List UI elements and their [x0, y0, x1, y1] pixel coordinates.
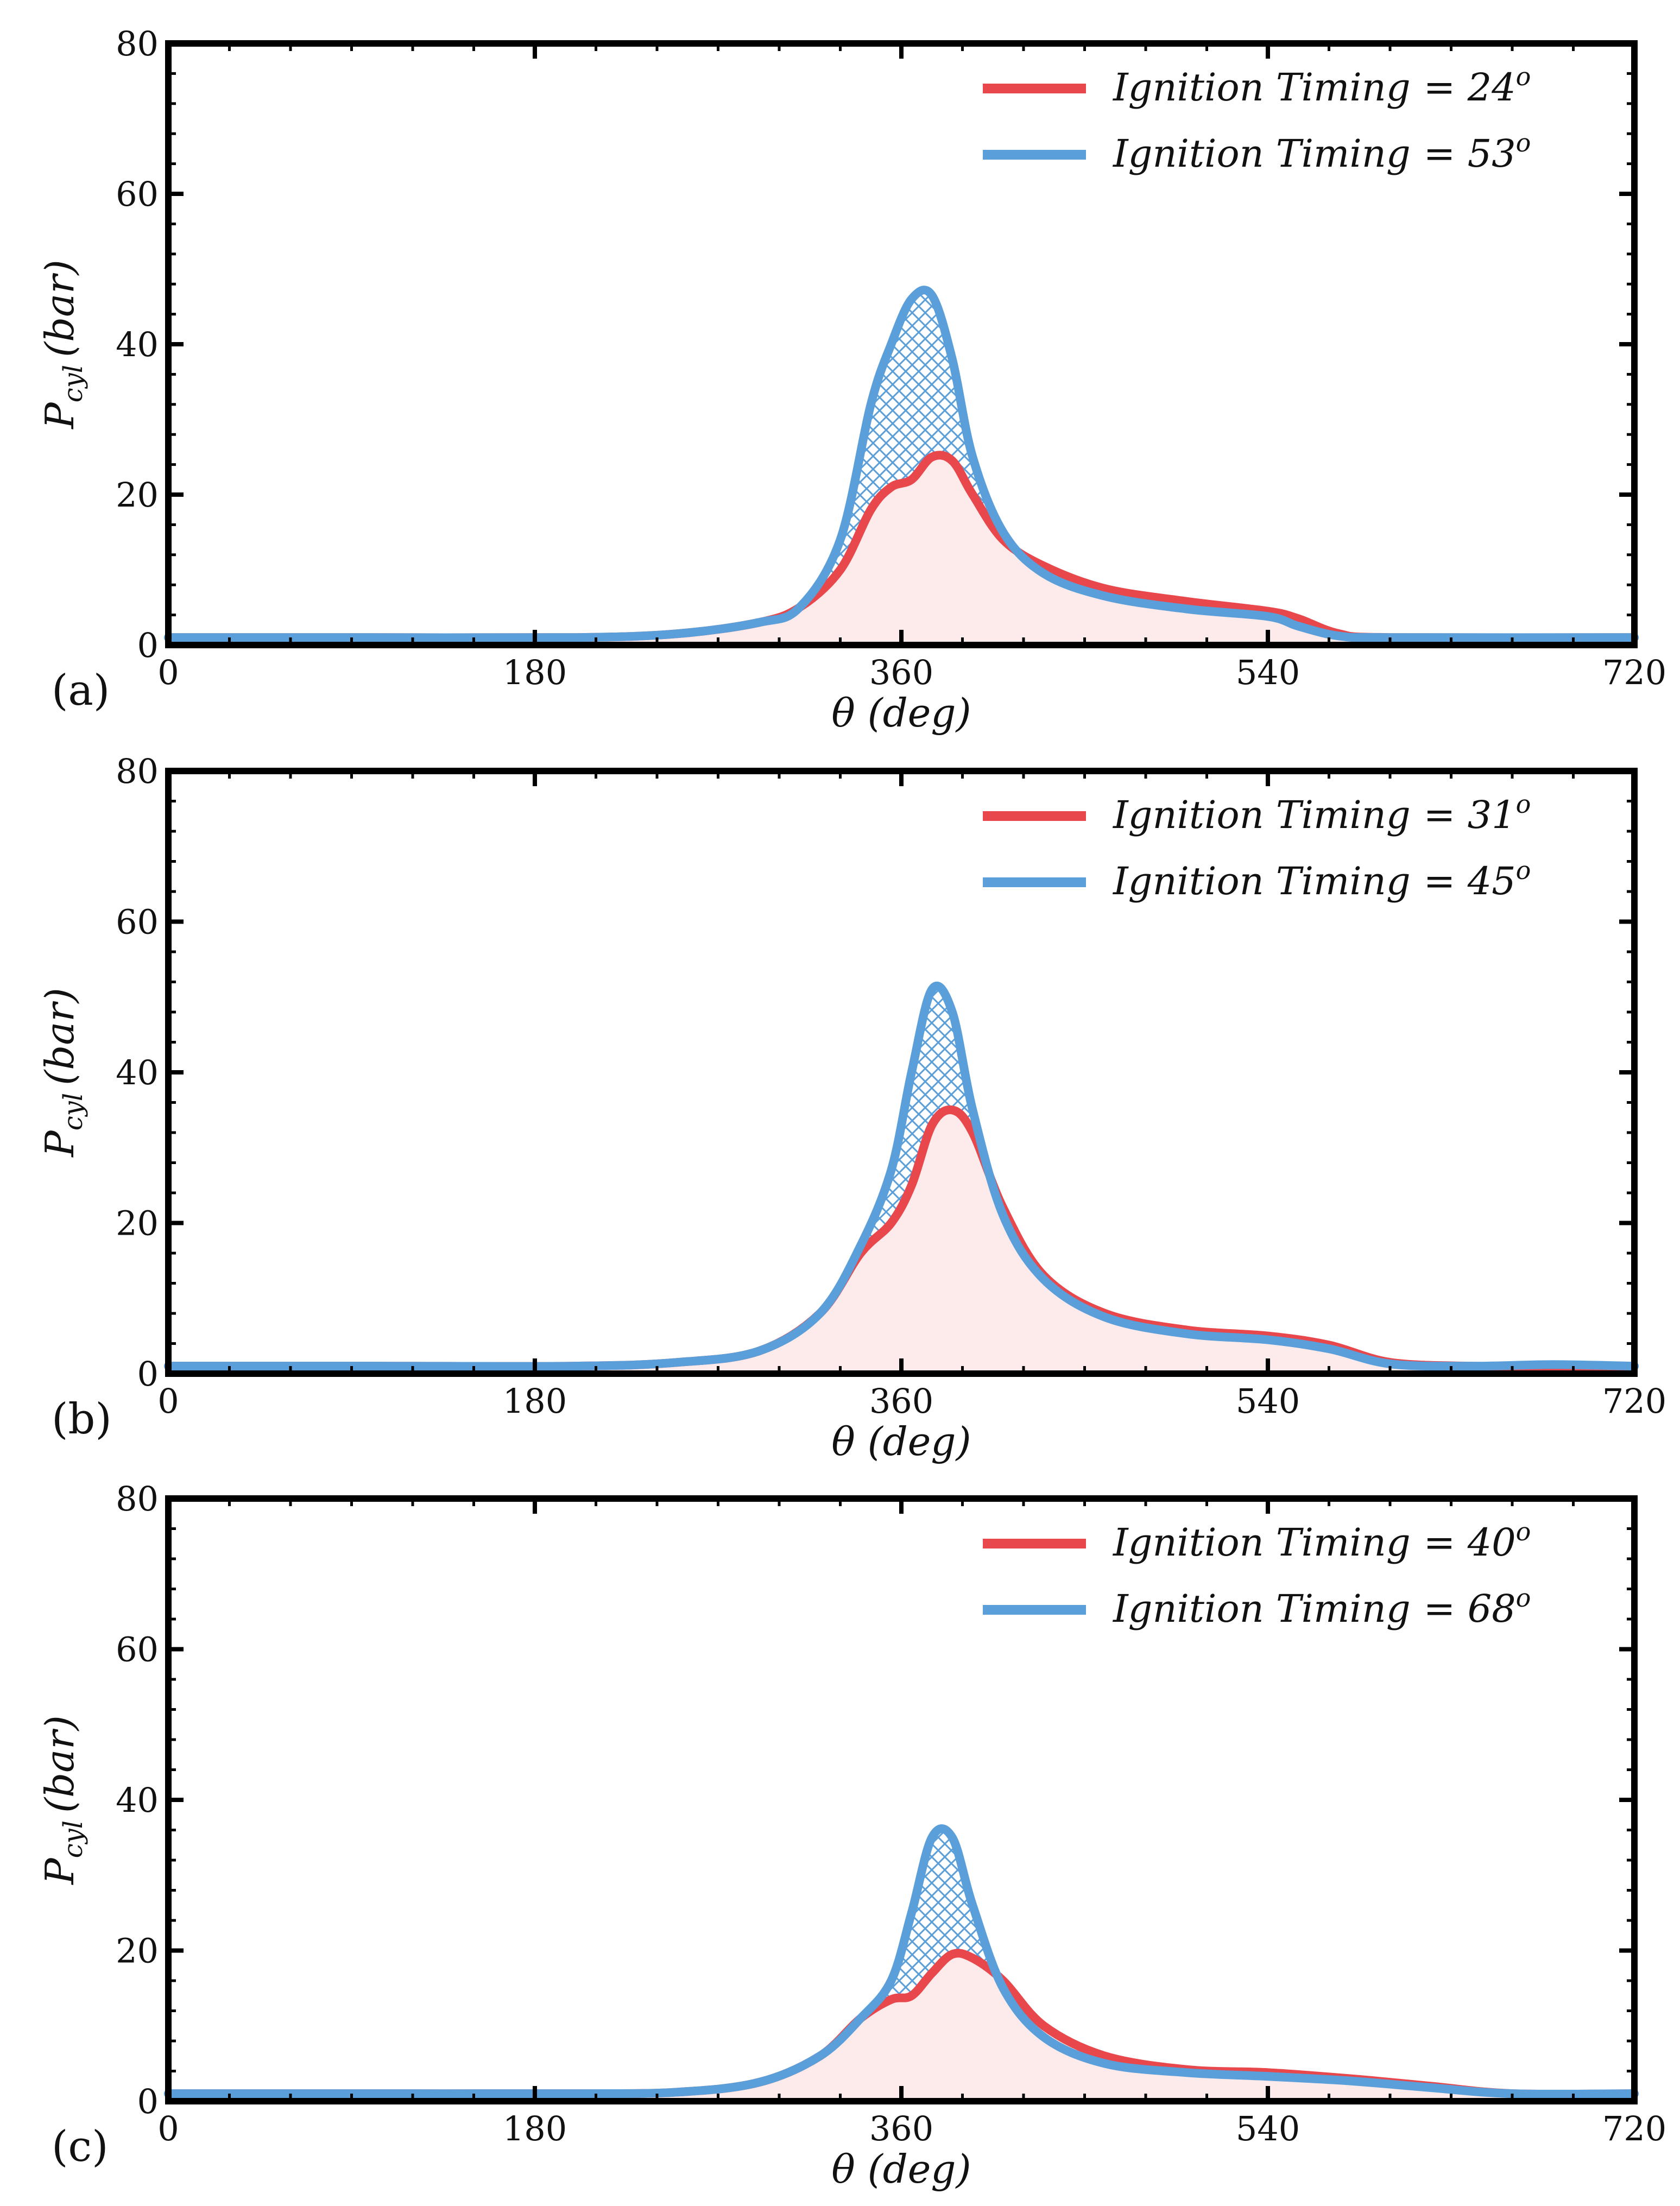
y-tick-label: 0	[137, 1354, 159, 1394]
x-tick-label: 180	[503, 2109, 567, 2148]
chart-panel-a: 0 180 360 540 720 0 20 40 60 80 θ (deg) Pcyl (bar) (a…	[37, 24, 1666, 736]
legend-label-text: Ignition Timing	[1112, 1520, 1411, 1565]
panel-label: (b)	[52, 1395, 112, 1444]
series-line-blue	[164, 286, 1639, 642]
x-tick-label: 720	[1602, 653, 1666, 692]
y-tick-label: 40	[116, 1780, 159, 1820]
y-tick-label: 80	[116, 1479, 159, 1519]
x-tick-label: 180	[503, 653, 567, 692]
legend-label-degree: o	[1516, 1517, 1531, 1546]
chart-panel-b: 0 180 360 540 720 0 20 40 60 80 θ (deg) Pcyl (bar) (b…	[37, 751, 1666, 1464]
legend-label-value: = 31	[1424, 793, 1516, 837]
legend-label-degree: o	[1516, 128, 1531, 157]
y-tick-label: 20	[116, 1931, 159, 1971]
legend-label-value: = 40	[1424, 1520, 1516, 1565]
series-line-blue	[164, 982, 1639, 1371]
y-tick-label: 60	[116, 1630, 159, 1670]
y-axis-symbol: P	[37, 1130, 83, 1158]
legend-label-degree: o	[1516, 789, 1531, 819]
y-axis-title: Pcyl (bar)	[37, 260, 89, 429]
legend-label-value: = 68	[1424, 1586, 1516, 1631]
legend-label: Ignition Timing = 45o	[1112, 856, 1531, 903]
x-tick-label: 720	[1602, 1381, 1666, 1421]
legend-label: Ignition Timing = 24o	[1112, 62, 1531, 110]
y-tick-label: 80	[116, 24, 159, 64]
x-tick-label: 540	[1236, 2109, 1300, 2148]
legend-label-text: Ignition Timing	[1112, 131, 1411, 176]
legend-item: Ignition Timing = 53o	[983, 128, 1531, 176]
x-axis-title: θ (deg)	[831, 1419, 971, 1464]
y-axis-subscript: cyl	[58, 365, 89, 402]
y-tick-label: 20	[116, 1204, 159, 1243]
x-axis-title: θ (deg)	[831, 690, 971, 736]
legend-item: Ignition Timing = 45o	[983, 856, 1531, 903]
x-tick-label: 540	[1236, 653, 1300, 692]
legend-item: Ignition Timing = 24o	[983, 62, 1531, 110]
series-area-40	[168, 1953, 1634, 2101]
panel-label: (c)	[52, 2122, 109, 2171]
y-tick-label: 80	[116, 751, 159, 791]
legend-label-degree: o	[1516, 62, 1531, 91]
x-tick-label: 360	[869, 1381, 933, 1421]
y-tick-label: 0	[137, 2082, 159, 2121]
y-axis-subscript: cyl	[58, 1821, 89, 1858]
y-tick-label: 40	[116, 325, 159, 364]
legend-item: Ignition Timing = 40o	[983, 1517, 1531, 1565]
legend-label-value: = 45	[1424, 859, 1516, 903]
legend-label-text: Ignition Timing	[1112, 65, 1411, 110]
y-tick-label: 60	[116, 174, 159, 214]
y-axis-unit: (bar)	[37, 1715, 83, 1813]
y-axis-symbol: P	[37, 1857, 83, 1886]
x-tick-label: 0	[157, 2109, 179, 2148]
x-tick-label: 540	[1236, 1381, 1300, 1421]
x-tick-label: 0	[157, 1381, 179, 1421]
panel-label: (a)	[52, 666, 110, 715]
y-axis-unit: (bar)	[37, 260, 83, 357]
y-axis-subscript: cyl	[58, 1093, 89, 1130]
y-tick-label: 40	[116, 1053, 159, 1092]
x-tick-label: 0	[157, 653, 179, 692]
legend-label-text: Ignition Timing	[1112, 859, 1411, 903]
y-tick-label: 20	[116, 475, 159, 515]
legend-label-value: = 53	[1424, 131, 1516, 176]
legend-item: Ignition Timing = 31o	[983, 789, 1531, 837]
legend-label-text: Ignition Timing	[1112, 1586, 1411, 1631]
y-tick-label: 0	[137, 625, 159, 665]
chart-panel-c: 0 180 360 540 720 0 20 40 60 80 θ (deg) Pcyl (bar) (c…	[37, 1479, 1666, 2192]
y-axis-unit: (bar)	[37, 988, 83, 1085]
x-tick-label: 720	[1602, 2109, 1666, 2148]
series-area-24	[168, 455, 1634, 645]
legend-label: Ignition Timing = 53o	[1112, 128, 1531, 176]
y-axis-title: Pcyl (bar)	[37, 1715, 89, 1885]
series-area-31	[168, 1109, 1634, 1374]
y-axis-title: Pcyl (bar)	[37, 988, 89, 1158]
x-tick-label: 360	[869, 653, 933, 692]
legend-label-degree: o	[1516, 856, 1531, 885]
y-tick-label: 60	[116, 902, 159, 942]
legend-label-value: = 24	[1424, 65, 1516, 110]
x-tick-label: 180	[503, 1381, 567, 1421]
x-tick-label: 360	[869, 2109, 933, 2148]
y-axis-symbol: P	[37, 402, 83, 430]
x-axis-title: θ (deg)	[831, 2146, 971, 2192]
legend-label: Ignition Timing = 31o	[1112, 789, 1531, 837]
legend-item: Ignition Timing = 68o	[983, 1583, 1531, 1631]
legend-label-degree: o	[1516, 1583, 1531, 1613]
legend-label: Ignition Timing = 40o	[1112, 1517, 1531, 1565]
series-line-blue	[164, 1824, 1639, 2098]
legend-label: Ignition Timing = 68o	[1112, 1583, 1531, 1631]
legend-label-text: Ignition Timing	[1112, 793, 1411, 837]
